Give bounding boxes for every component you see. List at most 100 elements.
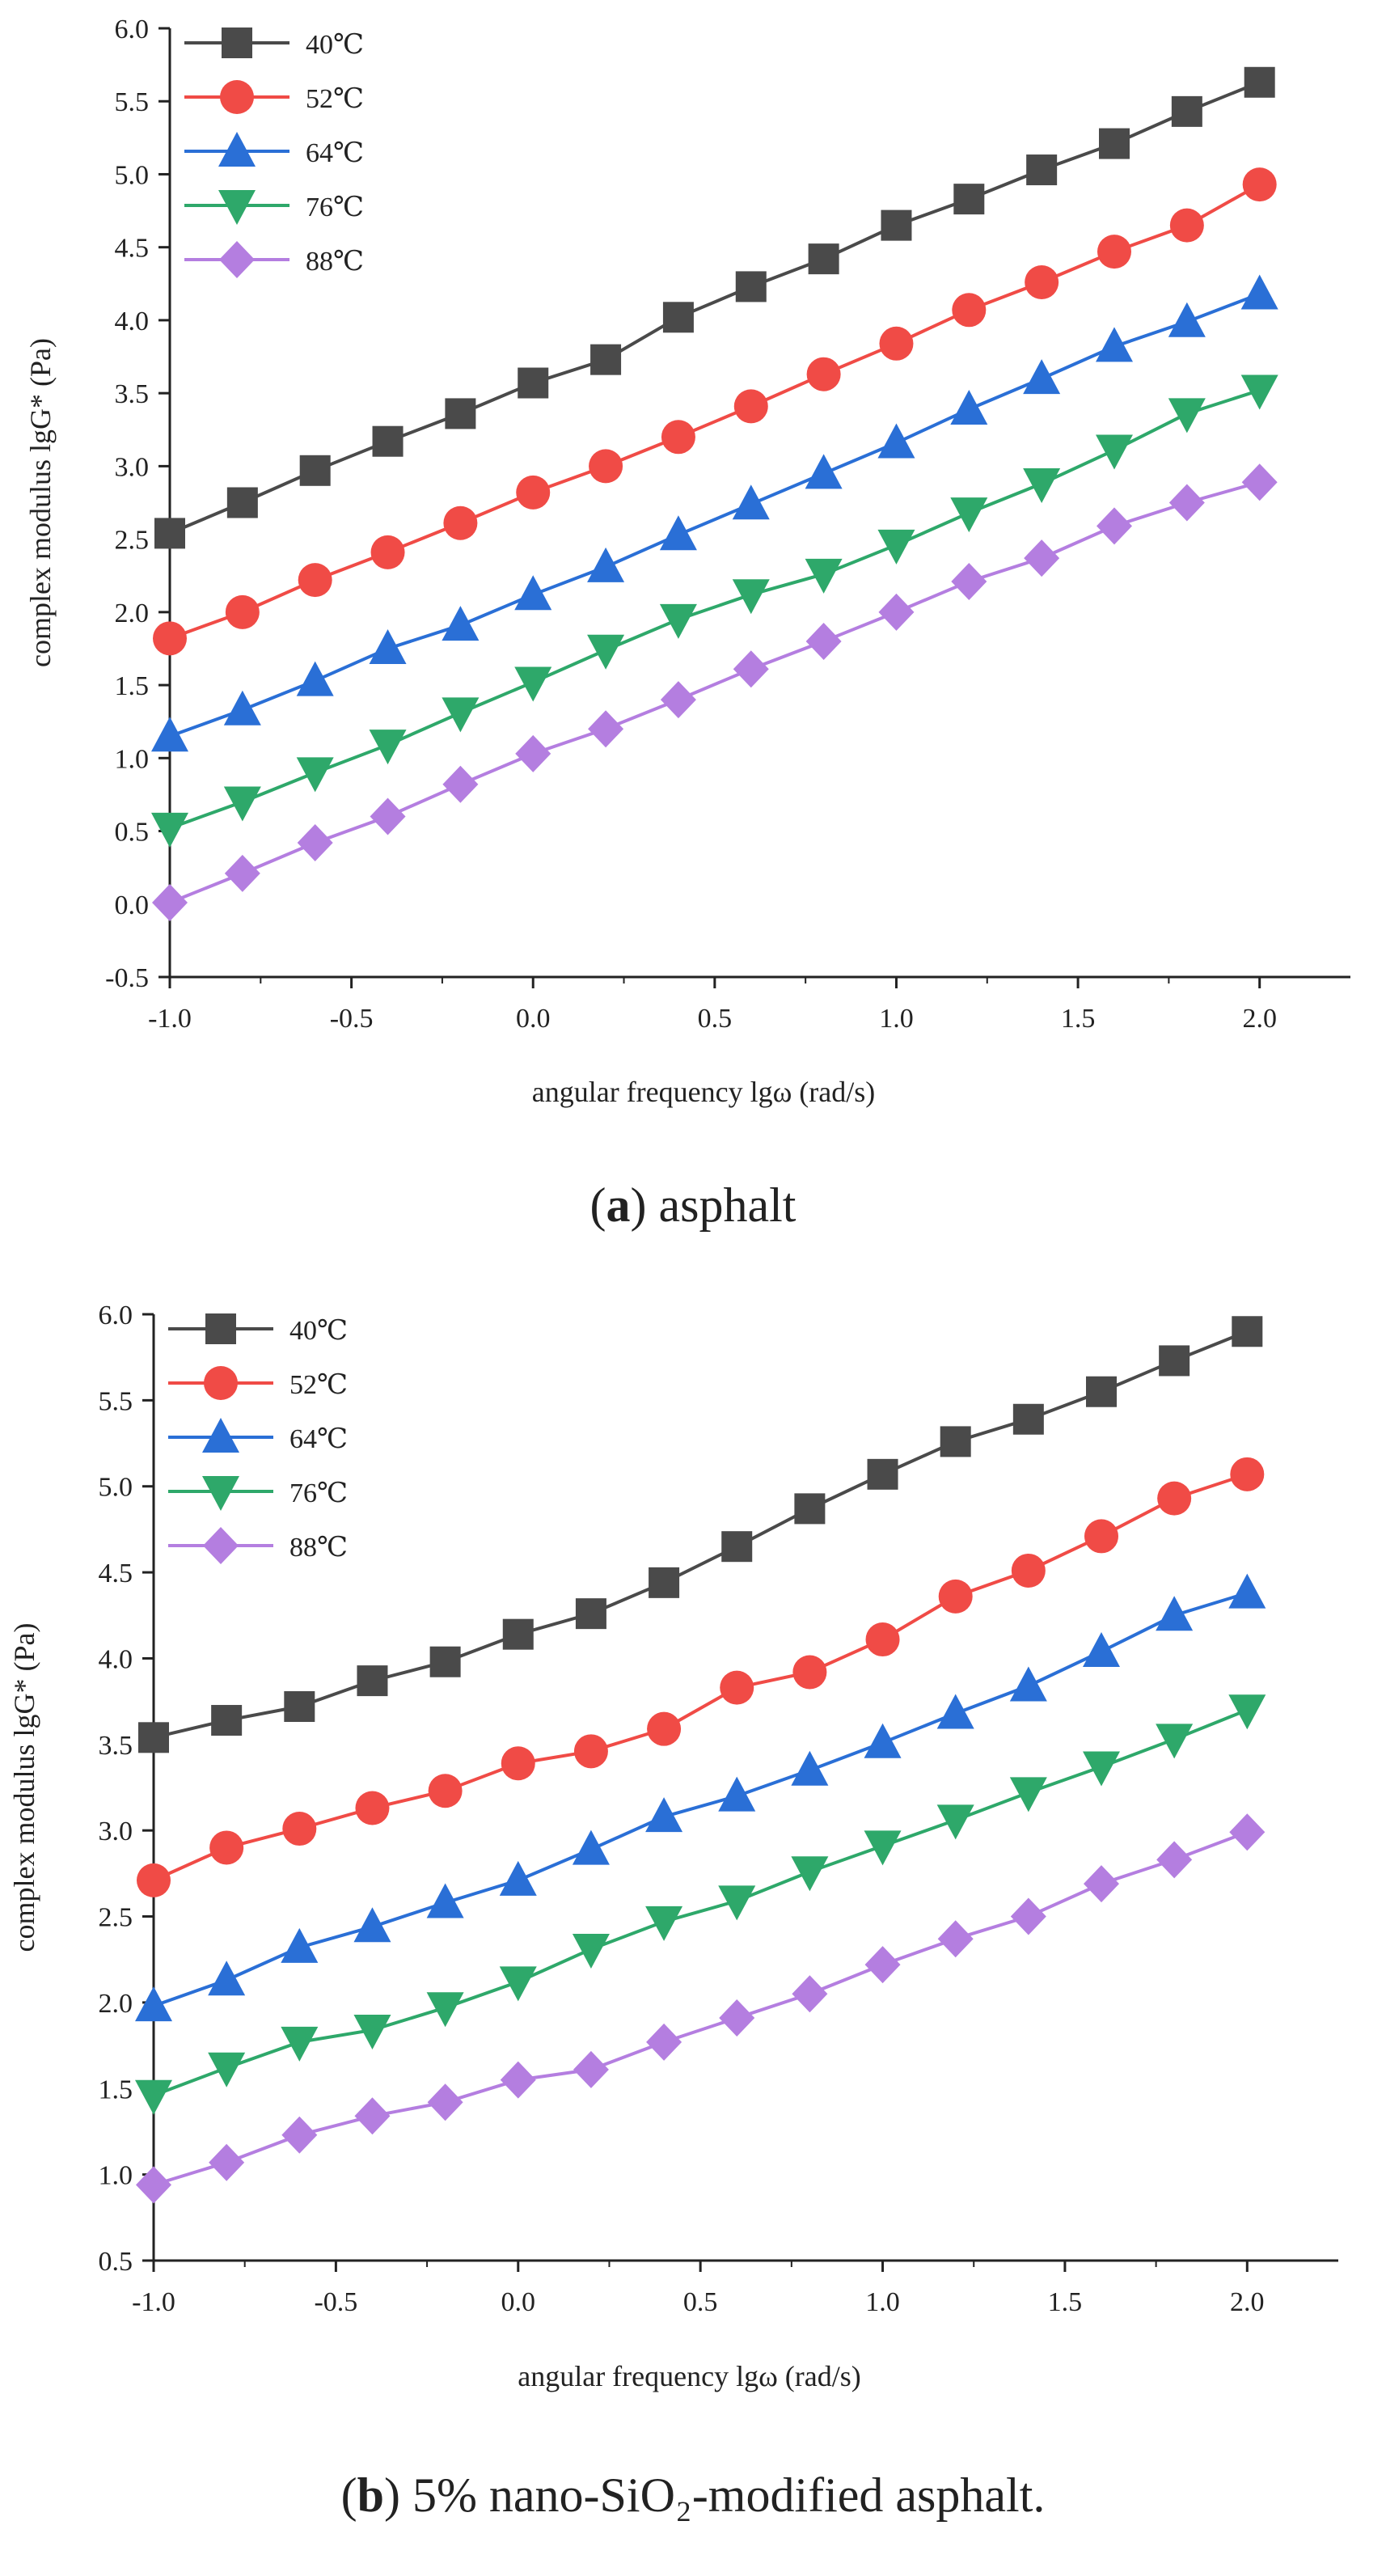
data-point	[718, 1776, 756, 1812]
data-point	[877, 529, 915, 565]
data-point	[499, 1966, 537, 2002]
data-point	[1229, 1813, 1266, 1851]
data-point	[138, 1722, 169, 1753]
y-tick-label: 4.5	[99, 1559, 133, 1588]
legend-item: 88℃	[184, 241, 364, 278]
x-tick-label: 2.0	[1230, 2287, 1265, 2317]
data-point	[284, 1691, 315, 1723]
data-point	[590, 344, 622, 375]
data-point	[572, 1933, 610, 1969]
data-point	[514, 575, 552, 611]
x-tick-label: 0.5	[698, 1004, 733, 1034]
data-point	[936, 1694, 974, 1729]
legend-item: 76℃	[184, 190, 364, 225]
data-point	[573, 1734, 608, 1769]
data-point	[660, 681, 696, 719]
data-point	[296, 661, 334, 696]
y-tick-label: 0.0	[115, 890, 150, 920]
data-point	[936, 1804, 974, 1840]
data-point	[442, 606, 480, 641]
series-64℃	[135, 1573, 1266, 2022]
legend-label: 76℃	[289, 1478, 348, 1508]
data-point	[135, 1986, 172, 2022]
caption-letter: b	[357, 2468, 384, 2522]
legend-item: 40℃	[184, 27, 364, 60]
data-point	[864, 1723, 902, 1758]
data-point	[661, 420, 695, 455]
data-point	[659, 603, 697, 639]
data-point	[1157, 1481, 1192, 1516]
y-tick-label: 3.5	[99, 1731, 133, 1761]
caption-letter: a	[606, 1178, 631, 1232]
series-52℃	[153, 167, 1277, 656]
data-point	[1232, 1316, 1263, 1347]
data-point	[1084, 1519, 1118, 1554]
series-40℃	[154, 66, 1275, 549]
data-point	[151, 812, 188, 848]
legend-item: 40℃	[168, 1313, 348, 1346]
legend-label: 52℃	[289, 1370, 348, 1400]
data-point	[1228, 1694, 1266, 1730]
data-point	[951, 562, 987, 600]
data-point	[808, 243, 839, 275]
x-tick-label: 0.0	[501, 2287, 536, 2317]
series-40℃	[138, 1316, 1263, 1753]
y-tick-label: 2.5	[115, 526, 150, 556]
data-point	[588, 710, 624, 748]
series-88℃	[152, 463, 1278, 921]
data-point	[1010, 1897, 1046, 1935]
data-point	[370, 535, 405, 569]
data-point	[1026, 154, 1058, 186]
data-point	[137, 1863, 171, 1897]
data-point	[791, 1750, 829, 1786]
data-point	[720, 1670, 754, 1705]
legend-label: 88℃	[289, 1533, 348, 1563]
x-axis-title: angular frequency lgω (rad/s)	[518, 2360, 861, 2392]
data-point	[209, 1830, 244, 1865]
data-point	[1168, 302, 1206, 337]
data-point	[1156, 1841, 1193, 1879]
data-point	[645, 1906, 683, 1941]
y-axis-title: complex modulus lgG* (Pa)	[8, 1623, 40, 1952]
data-point	[879, 326, 914, 361]
data-point	[575, 1598, 606, 1630]
legend-marker	[219, 241, 255, 278]
data-point	[518, 367, 549, 399]
data-point	[794, 1493, 826, 1525]
y-tick-label: 3.0	[99, 1817, 133, 1846]
data-point	[1084, 1865, 1119, 1903]
data-point	[1011, 1553, 1046, 1588]
data-point	[1244, 66, 1275, 98]
panel-caption: (b) 5% nano-SiO₂-modified asphalt.	[341, 2468, 1046, 2522]
data-point	[881, 209, 912, 241]
legend-label: 64℃	[289, 1424, 348, 1454]
y-tick-label: 2.5	[99, 1903, 133, 1933]
y-tick-label: 6.0	[115, 15, 150, 44]
data-point	[281, 2026, 319, 2062]
series-64℃	[151, 274, 1278, 752]
data-point	[500, 2061, 536, 2099]
y-tick-label: 2.0	[115, 599, 150, 628]
data-point	[1097, 507, 1132, 545]
data-point	[502, 1618, 534, 1650]
data-point	[209, 2143, 245, 2181]
series-line	[153, 1591, 1248, 2008]
legend: 40℃ 52℃ 64℃ 76℃ 88℃	[168, 1313, 348, 1564]
data-point	[1025, 265, 1059, 300]
data-point	[369, 730, 407, 765]
data-point	[1009, 1666, 1047, 1702]
legend-marker	[218, 132, 256, 167]
data-point	[1024, 539, 1060, 577]
x-tick-label: -0.5	[314, 2287, 357, 2317]
y-tick-label: 5.0	[99, 1473, 133, 1503]
y-tick-label: 6.0	[99, 1301, 133, 1330]
data-point	[1241, 463, 1278, 501]
data-point	[718, 1885, 756, 1921]
data-point	[501, 1746, 535, 1781]
data-point	[1242, 167, 1277, 202]
data-point	[1240, 274, 1278, 310]
data-point	[223, 690, 261, 725]
series-76℃	[151, 374, 1278, 848]
data-point	[153, 621, 187, 656]
data-point	[355, 1791, 390, 1825]
